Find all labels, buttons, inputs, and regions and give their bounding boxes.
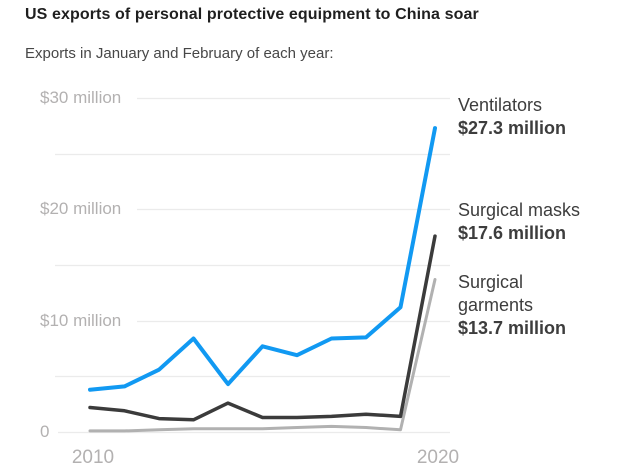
series-name-surgical-garments-line2: garments [458,295,534,315]
y-axis-label-0: 0 [40,422,49,441]
y-axis-label-10: $10 million [40,311,121,330]
series-label-surgical-garments: Surgical garments $13.7 million [458,271,566,340]
y-axis-label-30: $30 million [40,88,121,107]
series-name-ventilators: Ventilators [458,95,543,115]
series-line-ventilators [88,126,437,392]
series-value-ventilators: $27.3 million [458,118,567,138]
series-label-surgical-masks: Surgical masks $17.6 million [458,199,580,245]
series-label-ventilators: Ventilators $27.3 million [458,94,566,140]
series-line-surgical-garments [88,278,437,433]
page-subtitle: Exports in January and February of each … [25,45,334,62]
x-axis-label-2010: 2010 [72,447,114,468]
series-line-surgical-masks [88,234,437,422]
series-name-surgical-garments-line1: Surgical [458,272,524,292]
page-title: US exports of personal protective equipm… [25,6,479,23]
y-axis-label-20: $20 million [40,199,121,218]
series-value-surgical-garments: $13.7 million [458,318,567,338]
series-value-surgical-masks: $17.6 million [458,223,567,243]
series-name-surgical-masks: Surgical masks [458,200,581,220]
x-axis-label-2020: 2020 [417,447,459,468]
